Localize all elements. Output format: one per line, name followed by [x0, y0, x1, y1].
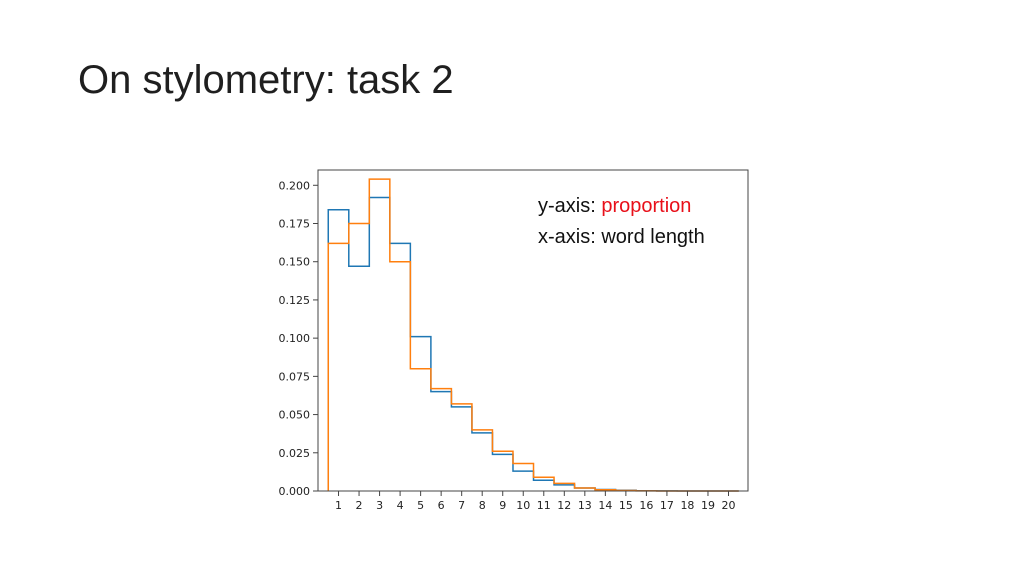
x-tick-label: 16: [639, 499, 653, 512]
y-tick-label: 0.025: [279, 447, 311, 460]
x-tick-label: 18: [680, 499, 694, 512]
y-tick-label: 0.175: [279, 218, 311, 231]
x-tick-label: 17: [660, 499, 674, 512]
x-tick-label: 7: [458, 499, 465, 512]
x-tick-label: 4: [397, 499, 404, 512]
x-tick-label: 14: [598, 499, 612, 512]
x-tick-label: 19: [701, 499, 715, 512]
x-tick-label: 9: [499, 499, 506, 512]
annotation-x-axis: x-axis: word length: [538, 226, 705, 248]
x-tick-label: 12: [557, 499, 571, 512]
x-axis: 1 2 3 4 5 6 7 8 9 10 11 12 13 14 15 16 17 18 19 20: [335, 491, 736, 512]
y-tick-label: 0.075: [279, 370, 311, 383]
x-tick-label: 20: [722, 499, 736, 512]
y-tick-label: 0.125: [279, 294, 311, 307]
x-tick-label: 5: [417, 499, 424, 512]
x-tick-label: 10: [516, 499, 530, 512]
x-tick-label: 13: [578, 499, 592, 512]
y-tick-label: 0.200: [279, 179, 311, 192]
y-tick-label: 0.100: [279, 332, 311, 345]
y-tick-label: 0.050: [279, 409, 311, 422]
chart-svg: 0.000 0.025 0.050 0.075 0.100 0.125 0.150 0.175…: [279, 169, 749, 512]
x-tick-label: 2: [356, 499, 363, 512]
y-axis: 0.000 0.025 0.050 0.075 0.100 0.125 0.150 0.175…: [279, 179, 318, 498]
x-tick-label: 1: [335, 499, 342, 512]
y-tick-label: 0.150: [279, 256, 311, 269]
slide-title: On stylometry: task 2: [78, 58, 454, 102]
x-tick-label: 15: [619, 499, 633, 512]
x-tick-label: 8: [479, 499, 486, 512]
x-tick-label: 11: [537, 499, 551, 512]
x-tick-label: 6: [438, 499, 445, 512]
plot-frame: [317, 169, 749, 492]
histogram-chart: 0.000 0.025 0.050 0.075 0.100 0.125 0.150 0.175…: [258, 160, 758, 520]
annotation-y-prefix: y-axis:: [538, 195, 601, 217]
x-tick-label: 3: [376, 499, 383, 512]
annotation-y-accent: proportion: [601, 195, 691, 217]
y-tick-label: 0.000: [279, 485, 311, 498]
annotation-y-axis: y-axis: proportion: [538, 195, 691, 217]
